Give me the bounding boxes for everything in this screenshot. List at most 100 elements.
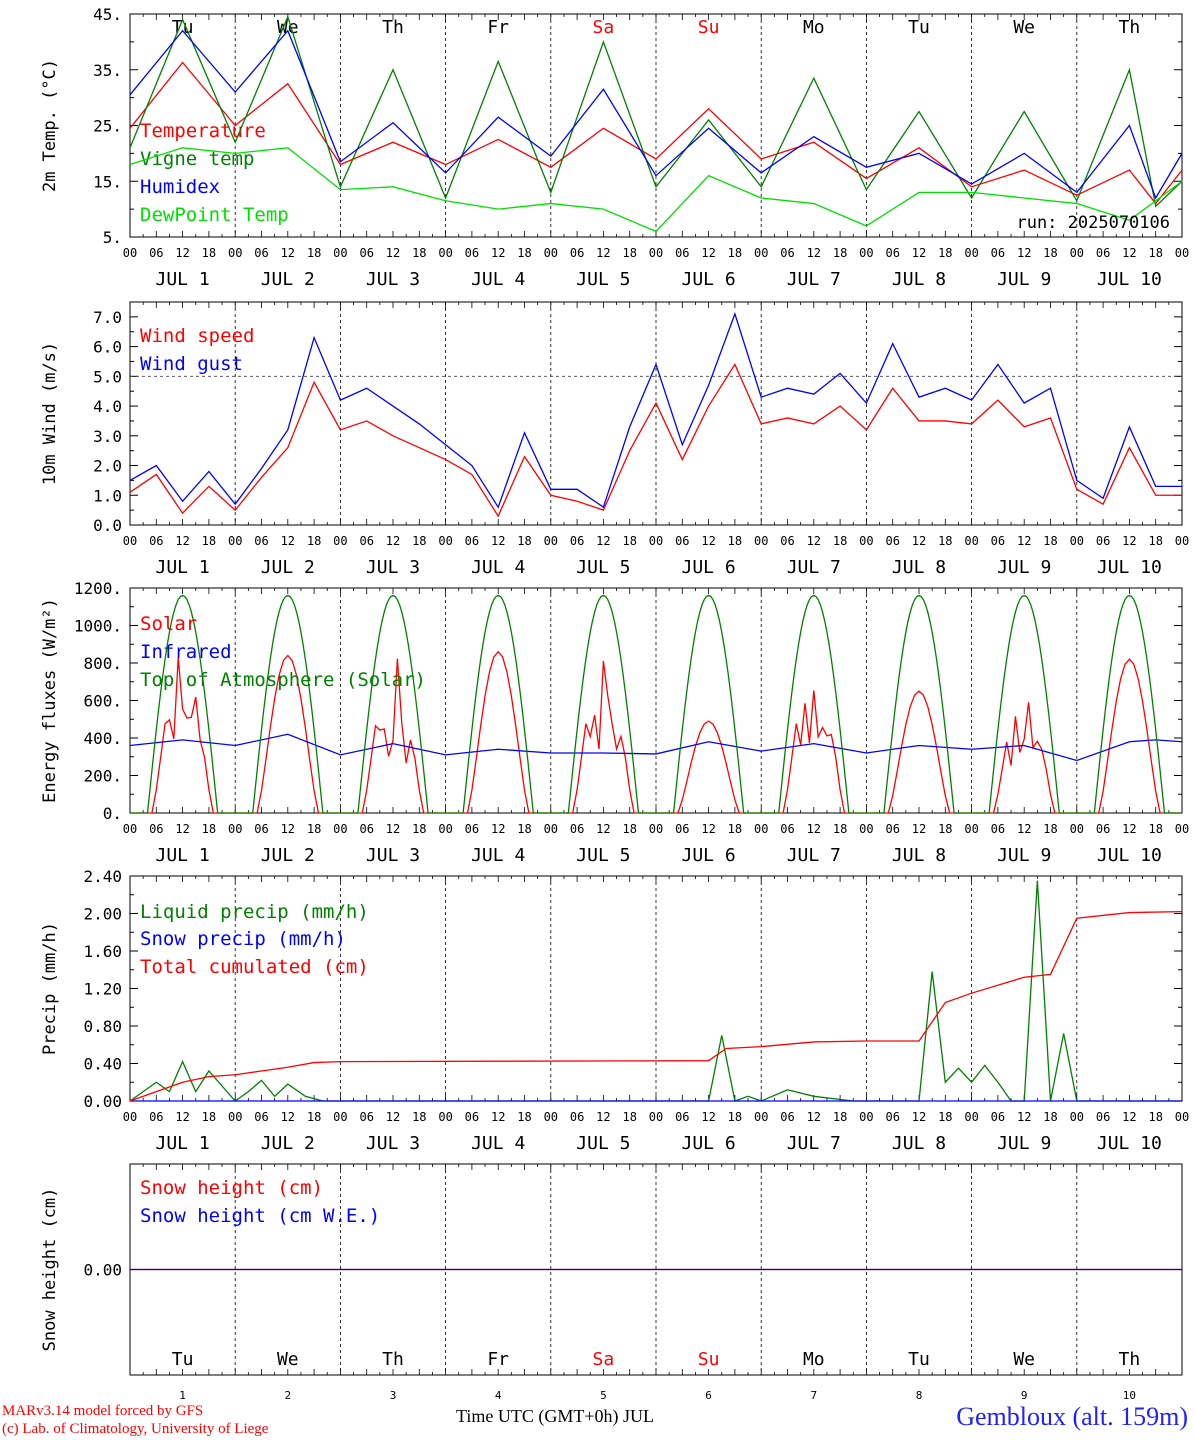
hour-tick-label: 06 <box>570 1110 584 1124</box>
y-tick-label: 600. <box>83 692 122 711</box>
date-label: JUL 1 <box>156 557 210 578</box>
date-label: JUL 10 <box>1097 269 1162 290</box>
series-line <box>129 147 1183 233</box>
y-tick-label: 0. <box>103 804 122 823</box>
panel-frame <box>129 587 1183 814</box>
hour-tick-label: 12 <box>281 1110 295 1124</box>
hour-tick-label: 06 <box>465 822 479 836</box>
hour-tick-label: 06 <box>149 534 163 548</box>
hour-tick-label: 18 <box>728 534 742 548</box>
hour-tick-label: 12 <box>912 822 926 836</box>
day-of-week-label: Th <box>382 1349 404 1370</box>
hour-tick-label: 18 <box>833 534 847 548</box>
hour-tick-label: 06 <box>991 1110 1005 1124</box>
hour-tick-label: 12 <box>701 1110 715 1124</box>
y-tick-label: 1000. <box>74 617 122 636</box>
hour-tick-label: 18 <box>1043 246 1057 260</box>
hour-tick-label: 18 <box>1148 246 1162 260</box>
day-of-week-label: Fr <box>487 1349 509 1370</box>
legend-entry: Vigne temp <box>140 148 254 170</box>
hour-tick-label: 06 <box>885 246 899 260</box>
bottom-day-number: 2 <box>284 1389 291 1402</box>
bottom-day-number: 4 <box>495 1389 502 1402</box>
date-label: JUL 5 <box>576 845 630 866</box>
day-of-week-label: We <box>277 1349 299 1370</box>
day-of-week-label: Mo <box>803 17 825 38</box>
hour-tick-label: 18 <box>202 246 216 260</box>
hour-tick-label: 12 <box>912 534 926 548</box>
hour-tick-label: 00 <box>1070 534 1084 548</box>
hour-tick-label: 12 <box>386 1110 400 1124</box>
series-line <box>130 594 1182 814</box>
hour-tick-label: 12 <box>596 822 610 836</box>
date-label: JUL 1 <box>156 269 210 290</box>
hour-tick-label: 12 <box>175 1110 189 1124</box>
hour-tick-label: 06 <box>991 534 1005 548</box>
hour-tick-label: 00 <box>754 1110 768 1124</box>
hour-tick-label: 12 <box>1122 822 1136 836</box>
day-of-week-label: Tu <box>908 17 930 38</box>
hour-tick-label: 18 <box>1148 534 1162 548</box>
hour-tick-label: 06 <box>254 534 268 548</box>
hour-tick-label: 06 <box>675 822 689 836</box>
hour-tick-label: 06 <box>570 822 584 836</box>
y-tick-label: 1.0 <box>93 486 122 505</box>
hour-tick-label: 00 <box>649 534 663 548</box>
date-label: JUL 3 <box>366 845 420 866</box>
hour-tick-label: 00 <box>333 1110 347 1124</box>
y-axis-label: Energy fluxes (W/m²) <box>40 598 60 803</box>
hour-tick-label: 06 <box>570 246 584 260</box>
hour-tick-label: 12 <box>491 246 505 260</box>
bottom-day-number: 9 <box>1021 1389 1028 1402</box>
hour-tick-label: 12 <box>807 1110 821 1124</box>
hour-tick-label: 18 <box>938 246 952 260</box>
hour-tick-label: 12 <box>175 822 189 836</box>
hour-tick-label: 06 <box>465 246 479 260</box>
hour-tick-label: 18 <box>622 534 636 548</box>
hour-tick-label: 18 <box>412 822 426 836</box>
y-tick-label: 25. <box>93 117 122 136</box>
hour-tick-label: 12 <box>1122 246 1136 260</box>
day-of-week-label: Tu <box>172 1349 194 1370</box>
legend-entry: Wind gust <box>140 353 243 375</box>
run-annotation: run: 2025070106 <box>1016 213 1170 233</box>
hour-tick-label: 00 <box>123 822 137 836</box>
hour-tick-label: 12 <box>491 822 505 836</box>
hour-tick-label: 12 <box>1122 534 1136 548</box>
hour-tick-label: 18 <box>622 822 636 836</box>
hour-tick-label: 00 <box>123 246 137 260</box>
hour-tick-label: 12 <box>701 246 715 260</box>
day-of-week-label: Th <box>1119 17 1141 38</box>
hour-tick-label: 12 <box>281 246 295 260</box>
hour-tick-label: 06 <box>1096 246 1110 260</box>
y-tick-label: 5.0 <box>93 367 122 386</box>
hour-tick-label: 18 <box>517 534 531 548</box>
hour-tick-label: 18 <box>1148 822 1162 836</box>
date-label: JUL 7 <box>787 845 841 866</box>
series-line <box>129 14 1183 208</box>
hour-tick-label: 18 <box>728 822 742 836</box>
hour-tick-label: 00 <box>228 534 242 548</box>
hour-tick-label: 00 <box>964 246 978 260</box>
hour-tick-label: 00 <box>1070 822 1084 836</box>
date-label: JUL 2 <box>261 1133 315 1154</box>
hour-tick-label: 00 <box>228 246 242 260</box>
y-tick-label: 0.80 <box>83 1017 122 1036</box>
y-tick-label: 7.0 <box>93 308 122 327</box>
bottom-day-number: 6 <box>705 1389 712 1402</box>
date-label: JUL 8 <box>892 845 946 866</box>
hour-tick-label: 06 <box>780 246 794 260</box>
hour-tick-label: 06 <box>570 534 584 548</box>
hour-tick-label: 18 <box>202 534 216 548</box>
date-label: JUL 4 <box>471 1133 525 1154</box>
hour-tick-label: 00 <box>859 1110 873 1124</box>
hour-tick-label: 18 <box>517 822 531 836</box>
hour-tick-label: 06 <box>675 246 689 260</box>
hour-tick-label: 00 <box>544 534 558 548</box>
day-of-week-label: Th <box>1119 1349 1141 1370</box>
date-label: JUL 7 <box>787 557 841 578</box>
day-of-week-label: We <box>1013 17 1035 38</box>
series-line <box>129 363 1182 518</box>
hour-tick-label: 06 <box>780 534 794 548</box>
hour-tick-label: 12 <box>386 822 400 836</box>
